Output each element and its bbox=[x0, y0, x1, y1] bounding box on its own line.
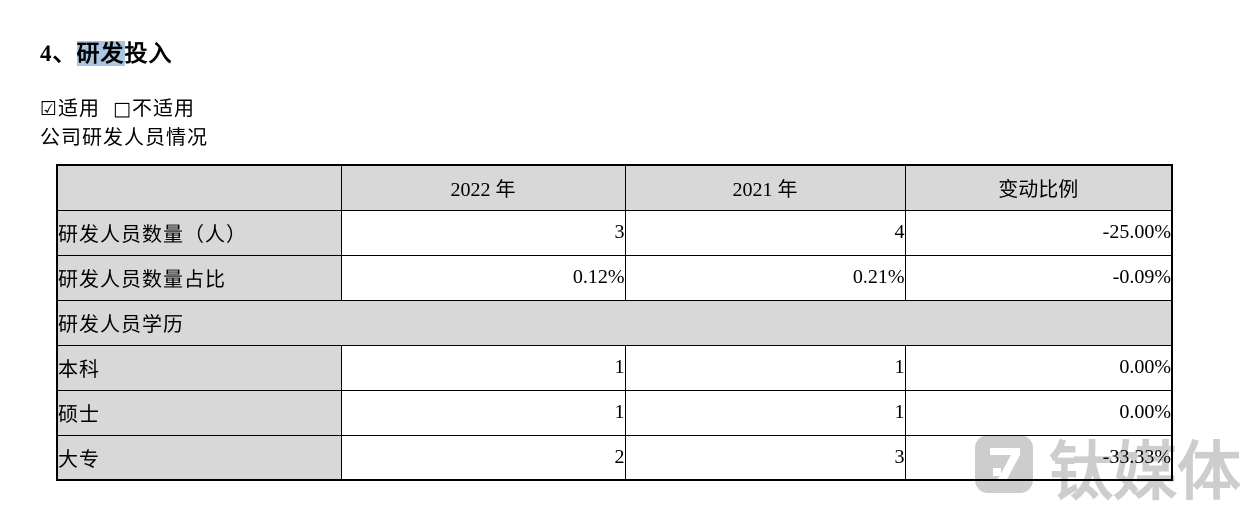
row-label-cell: 硕士 bbox=[56, 389, 342, 436]
section-title-rest: 投入 bbox=[124, 41, 173, 67]
row-label-cell: 研发人员数量（人） bbox=[56, 209, 342, 256]
section-label-cell: 研发人员学历 bbox=[56, 299, 1173, 346]
value-cell: -33.33% bbox=[904, 434, 1173, 481]
table-row: 研发人员数量占比 0.12% 0.21% -0.09% bbox=[56, 254, 1173, 301]
row-label-cell: 研发人员数量占比 bbox=[56, 254, 342, 301]
value-cell: 3 bbox=[340, 209, 626, 256]
not-applicable-label: 不适用 bbox=[132, 98, 195, 120]
header-cell-empty bbox=[56, 164, 342, 211]
value-cell: 1 bbox=[340, 344, 626, 391]
unchecked-checkbox-icon: □ bbox=[113, 98, 132, 120]
table-section-row: 研发人员学历 bbox=[56, 299, 1173, 346]
section-title-number: 4、 bbox=[40, 41, 77, 67]
table-header-row: 2022 年 2021 年变动比例 bbox=[56, 164, 1173, 211]
header-cell: 变动比例 bbox=[904, 164, 1173, 211]
applicable-label: 适用 bbox=[58, 98, 101, 120]
value-cell: 0.00% bbox=[904, 389, 1173, 436]
table-row: 研发人员数量（人） 3 4 -25.00% bbox=[56, 209, 1173, 256]
rd-personnel-table: 2022 年 2021 年变动比例 研发人员数量（人） 3 4 -25.00% 研发人员数量… bbox=[56, 164, 1173, 481]
header-cell: 2022 年 bbox=[340, 164, 626, 211]
value-cell: 3 bbox=[624, 434, 906, 481]
row-label-cell: 大专 bbox=[56, 434, 342, 481]
table-caption: 公司研发人员情况 bbox=[40, 127, 208, 149]
rd-personnel-table-body: 2022 年 2021 年变动比例 研发人员数量（人） 3 4 -25.00% 研发人员数量… bbox=[56, 164, 1173, 481]
row-label-cell: 本科 bbox=[56, 344, 342, 391]
value-cell: 1 bbox=[624, 389, 906, 436]
section-title: 4、研发投入 bbox=[40, 39, 173, 69]
checked-checkbox-icon: ☑ bbox=[40, 98, 59, 120]
table-row: 本科 1 1 0.00% bbox=[56, 344, 1173, 391]
value-cell: 0.00% bbox=[904, 344, 1173, 391]
value-cell: 4 bbox=[624, 209, 906, 256]
value-cell: -25.00% bbox=[904, 209, 1173, 256]
value-cell: 0.21% bbox=[624, 254, 906, 301]
header-cell: 2021 年 bbox=[624, 164, 906, 211]
table-row: 大专 2 3 -33.33% bbox=[56, 434, 1173, 481]
value-cell: 2 bbox=[340, 434, 626, 481]
value-cell: 1 bbox=[340, 389, 626, 436]
section-title-highlighted-text: 研发 bbox=[76, 41, 125, 67]
value-cell: 0.12% bbox=[340, 254, 626, 301]
applicability-line: ☑适用 □不适用 bbox=[40, 97, 195, 121]
value-cell: 1 bbox=[624, 344, 906, 391]
table-row: 硕士 1 1 0.00% bbox=[56, 389, 1173, 436]
value-cell: -0.09% bbox=[904, 254, 1173, 301]
